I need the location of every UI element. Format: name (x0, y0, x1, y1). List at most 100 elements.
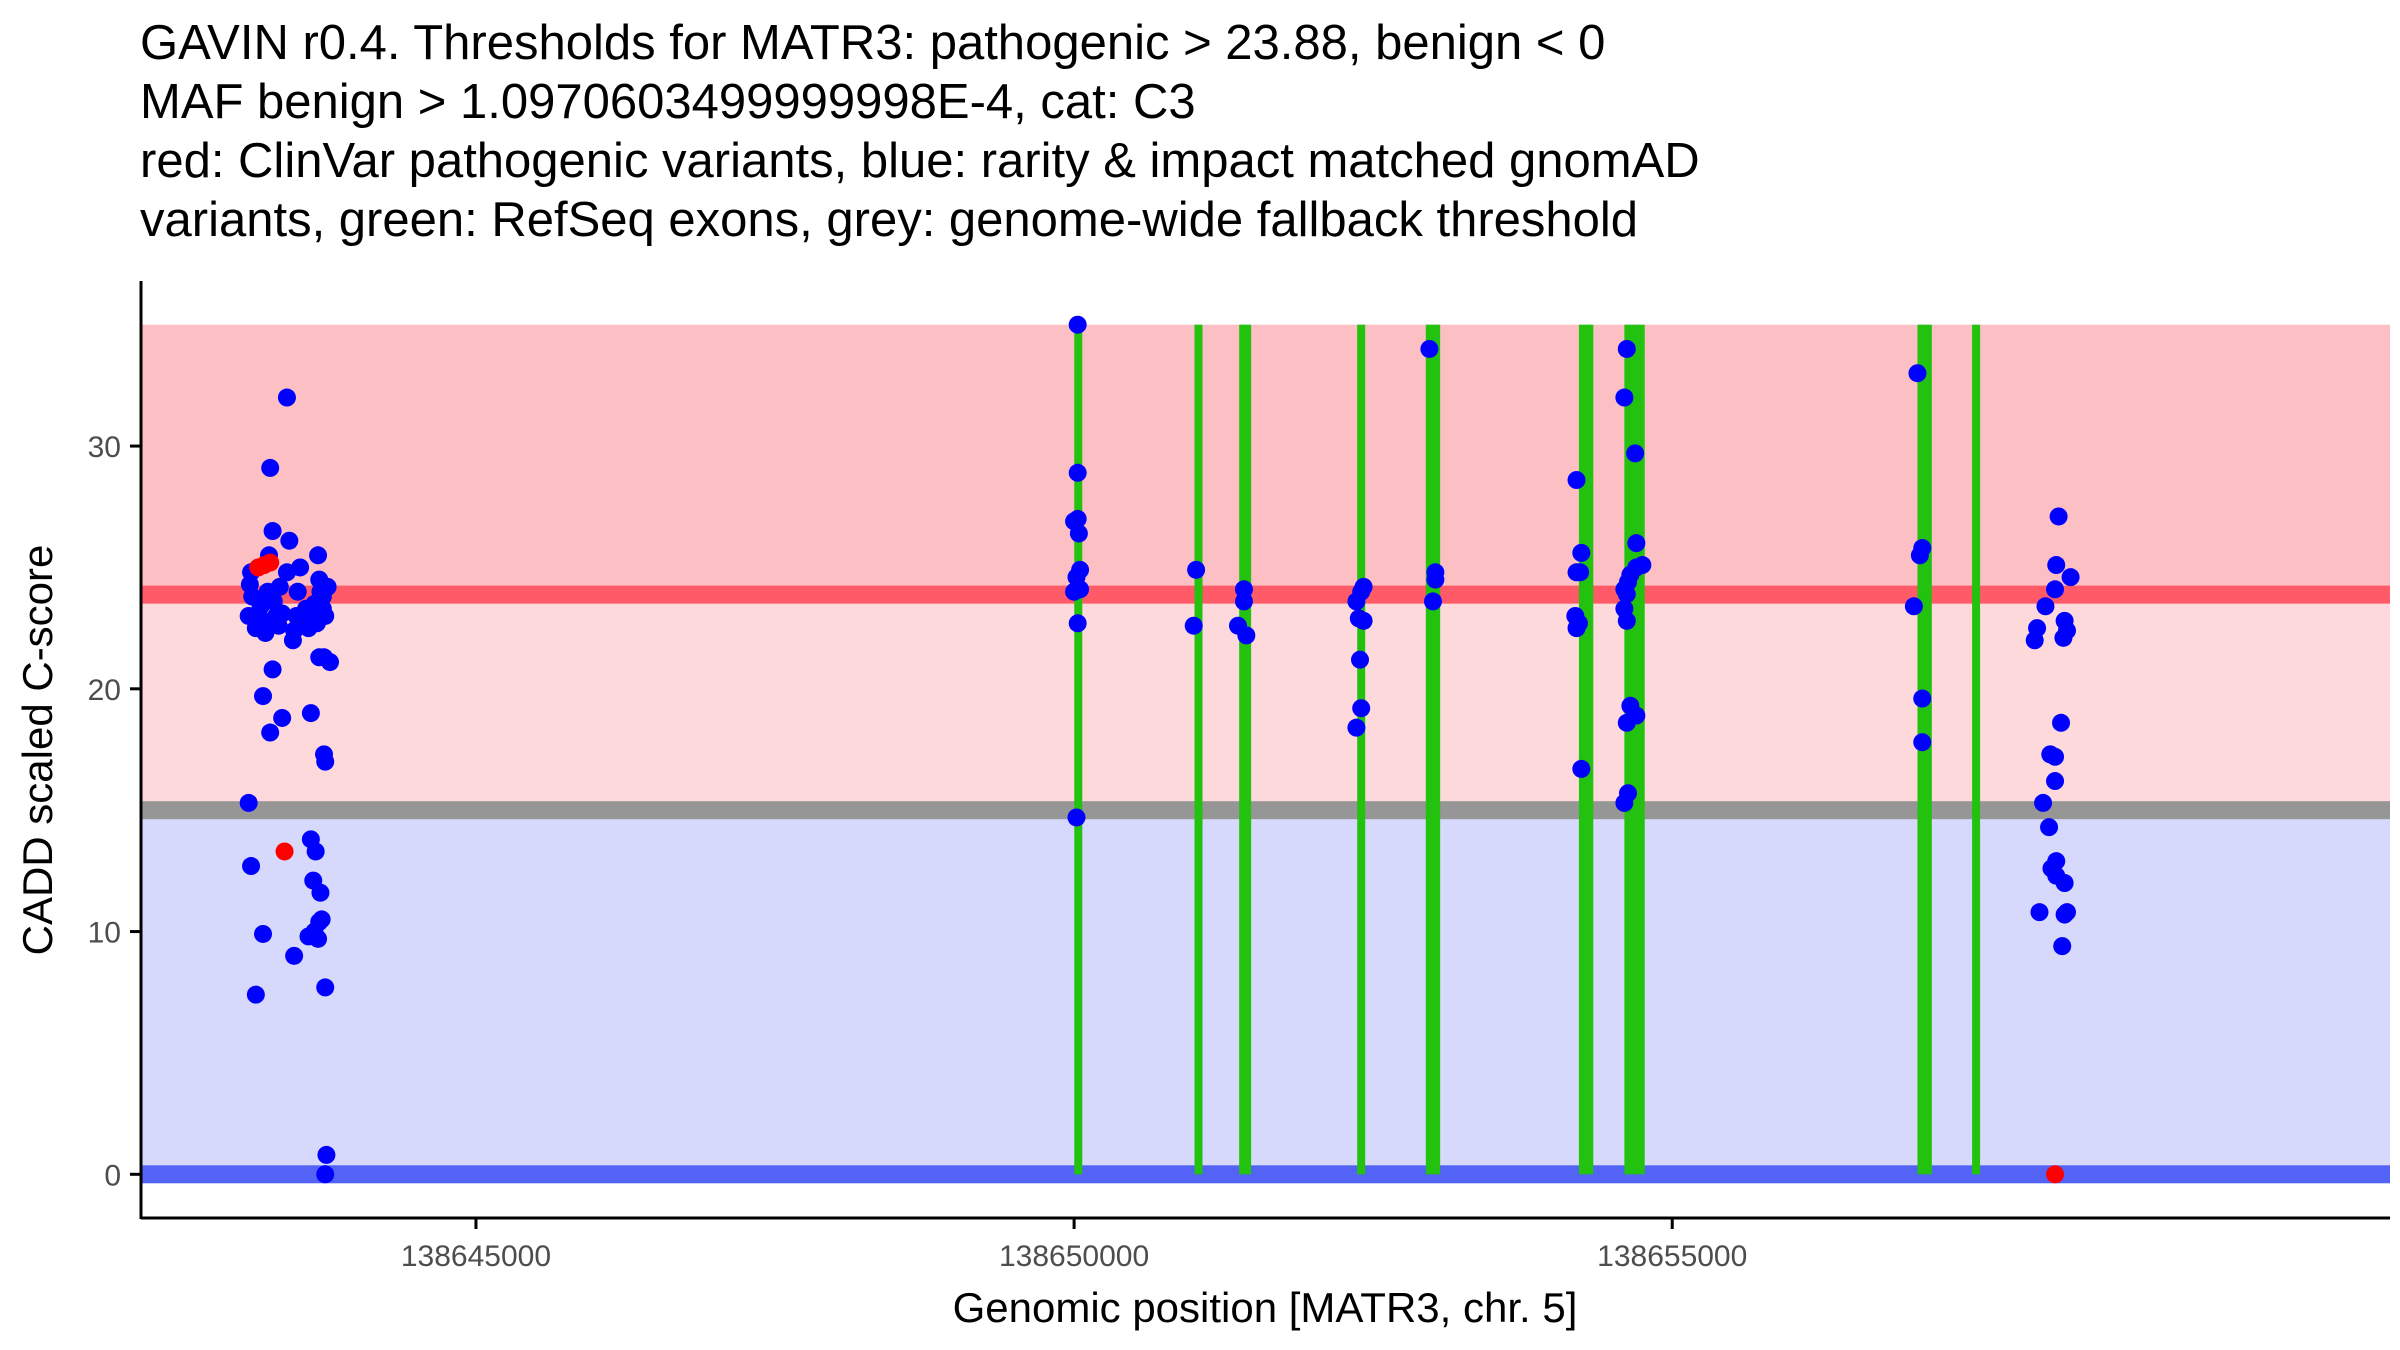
fallback-zone (141, 594, 2390, 811)
gnomad-point (1617, 611, 1636, 630)
gnomad-point (2046, 747, 2065, 766)
gnomad-point (309, 929, 328, 948)
gnomad-point (1068, 614, 1087, 633)
exon-bar (1578, 324, 1594, 1175)
gnomad-point (1352, 699, 1371, 718)
benign-threshold (141, 1165, 2390, 1184)
gnomad-point (261, 723, 280, 742)
gnomad-point (1617, 585, 1636, 604)
gnomad-point (1913, 733, 1932, 752)
gnomad-point (316, 606, 335, 625)
gnomad-point (2034, 793, 2053, 812)
exons-layer (1074, 324, 1981, 1175)
gnomad-point (1426, 570, 1445, 589)
gnomad-point (2049, 507, 2068, 526)
x-tick-label: 138650000 (999, 1240, 1149, 1273)
clinvar-point (261, 553, 280, 572)
gnomad-point (1065, 512, 1084, 531)
exon-bar (1972, 324, 1981, 1175)
gnomad-point (1617, 339, 1636, 358)
gnomad-point (1352, 582, 1371, 601)
title-line-1: GAVIN r0.4. Thresholds for MATR3: pathog… (140, 16, 1606, 70)
pathogenic-threshold (141, 585, 2390, 604)
gnomad-point (285, 946, 304, 965)
gnomad-point (254, 924, 273, 943)
gnomad-point (273, 708, 292, 727)
gnomad-point (2040, 818, 2059, 837)
gnomad-point (1615, 388, 1634, 407)
gnomad-point (316, 978, 335, 997)
gnomad-point (1572, 759, 1591, 778)
gnomad-point (2058, 621, 2077, 640)
title-line-3: red: ClinVar pathogenic variants, blue: … (140, 134, 1700, 188)
fallback-threshold (141, 801, 2390, 820)
pathogenic-zone (141, 324, 2390, 595)
y-tick-label: 10 (88, 917, 121, 950)
gnomad-point (1347, 718, 1366, 737)
gnomad-point (1617, 713, 1636, 732)
gnomad-point (1913, 689, 1932, 708)
gnomad-point (301, 704, 320, 723)
title-line-2: MAF benign > 1.0970603499999998E-4, cat:… (140, 75, 1196, 129)
bands-layer (141, 324, 2390, 1175)
thresholds-layer (141, 585, 2390, 1184)
x-axis-label: Genomic position [MATR3, chr. 5] (953, 1284, 1578, 1331)
gnomad-point (1071, 580, 1090, 599)
gnomad-point (2052, 713, 2071, 732)
exon-bar (1357, 324, 1366, 1175)
gnomad-point (2046, 772, 2065, 791)
gnomad-point (288, 582, 307, 601)
gnomad-point (316, 1165, 335, 1184)
benign-zone (141, 810, 2390, 1175)
gnomad-point (1068, 463, 1087, 482)
gnomad-point (2046, 580, 2065, 599)
gnomad-point (239, 793, 258, 812)
gnomad-point (1904, 597, 1923, 616)
gnomad-point (1567, 471, 1586, 490)
axes-layer (139, 281, 2390, 1220)
gnomad-point (1234, 592, 1253, 611)
gnomad-point (291, 558, 310, 577)
gnomad-point (2030, 903, 2049, 922)
exon-bar (1425, 324, 1441, 1175)
clinvar-point (275, 842, 294, 861)
y-tick-label: 0 (104, 1159, 121, 1192)
gnomad-point (246, 985, 265, 1004)
gnomad-point (263, 522, 282, 541)
gnomad-point (1572, 543, 1591, 562)
gnomad-point (1908, 364, 1927, 383)
points-layer (239, 315, 2080, 1184)
gnomad-point (316, 752, 335, 771)
gnomad-point (1567, 619, 1586, 638)
gnomad-point (254, 687, 273, 706)
gnomad-point (1351, 650, 1370, 669)
gnomad-point (321, 653, 340, 672)
gnomad-point (1627, 534, 1646, 553)
y-axis-label: CADD scaled C-score (14, 545, 61, 956)
gnomad-point (312, 910, 331, 929)
gnomad-point (261, 458, 280, 477)
chart-title: GAVIN r0.4. Thresholds for MATR3: pathog… (140, 14, 2380, 250)
gnomad-point (263, 660, 282, 679)
gnomad-point (317, 1145, 336, 1164)
ticks-layer: 0 10 20 30 138645000 138650000 138655000 (88, 431, 1748, 1273)
gnomad-point (2036, 597, 2055, 616)
gnomad-point (242, 857, 261, 876)
gnomad-point (309, 546, 328, 565)
gnomad-point (306, 842, 325, 861)
gnomad-point (1567, 563, 1586, 582)
gnomad-point (277, 388, 296, 407)
gnomad-point (2055, 905, 2074, 924)
x-tick-label: 138645000 (401, 1240, 551, 1273)
gnomad-point (1067, 808, 1086, 827)
y-tick-label: 20 (88, 674, 121, 707)
gnomad-point (311, 883, 330, 902)
gnomad-point (1910, 546, 1929, 565)
clinvar-point (2046, 1165, 2065, 1184)
y-tick-label: 30 (88, 431, 121, 464)
gnomad-point (2061, 568, 2080, 587)
gnomad-point (2047, 556, 2066, 575)
gnomad-point (1626, 444, 1645, 463)
gnomad-point (280, 531, 299, 550)
